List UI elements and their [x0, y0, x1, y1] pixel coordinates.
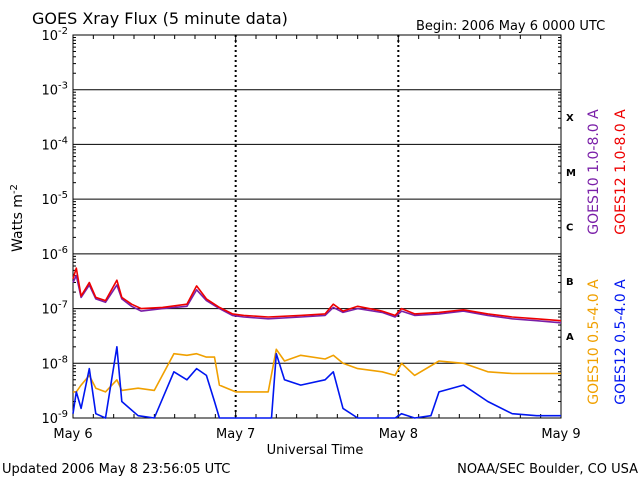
y-axis-label: Watts m-2	[9, 184, 26, 252]
y-tick-exponent: -6	[58, 245, 68, 256]
y-tick-base: 10	[41, 248, 58, 263]
y-tick-label: 10-3	[41, 81, 68, 99]
legend-entry: GOES10 0.5-4.0 A	[586, 279, 602, 405]
series-line	[72, 345, 561, 419]
legend-entry: GOES12 1.0-8.0 A	[613, 109, 629, 235]
y-tick-base: 10	[41, 29, 58, 44]
y-tick-label: 10-5	[41, 190, 68, 208]
plot-frame	[72, 34, 562, 419]
x-tick-label: May 8	[379, 427, 418, 442]
legend: GOES10 1.0-8.0 A GOES12 1.0-8.0 A GOES10 0…	[586, 109, 629, 405]
y-tick-exponent: -7	[58, 300, 68, 311]
y-tick-label: 10-6	[41, 245, 68, 263]
y-tick-label: 10-8	[41, 354, 68, 372]
flare-class-label: A	[566, 332, 574, 343]
y-axis-label-superscript: -2	[9, 184, 20, 194]
x-tick-label: May 7	[216, 427, 255, 442]
series-line	[72, 274, 562, 324]
series-line	[73, 348, 561, 393]
legend-entry: GOES12 0.5-4.0 A	[613, 279, 629, 405]
y-tick-exponent: -3	[58, 81, 68, 92]
y-tick-base: 10	[41, 138, 58, 153]
y-axis-label-text: Watts m	[10, 194, 26, 252]
updated-time: Updated 2006 May 8 23:56:05 UTC	[2, 462, 230, 477]
flare-class-label: M	[566, 168, 576, 179]
y-tick-base: 10	[41, 303, 58, 318]
credit: NOAA/SEC Boulder, CO USA	[457, 462, 638, 477]
y-tick-exponent: -9	[58, 409, 68, 420]
y-tick-base: 10	[41, 357, 58, 372]
y-tick-label: 10-9	[41, 409, 68, 427]
flare-class-label: B	[566, 277, 574, 288]
begin-time: Begin: 2006 May 6 0000 UTC	[416, 19, 605, 34]
y-tick-label: 10-4	[41, 135, 68, 153]
y-tick-base: 10	[41, 193, 58, 208]
x-axis-label: Universal Time	[267, 443, 364, 458]
y-tick-exponent: -2	[58, 26, 68, 37]
x-tick-label: May 6	[53, 427, 92, 442]
y-tick-exponent: -8	[58, 354, 68, 365]
flare-class-label: X	[566, 113, 574, 124]
series-line	[72, 267, 562, 322]
y-tick-base: 10	[41, 412, 58, 427]
chart-title: GOES Xray Flux (5 minute data)	[32, 9, 288, 28]
y-tick-label: 10-7	[41, 300, 68, 318]
flare-class-label: C	[566, 223, 573, 234]
y-tick-exponent: -5	[58, 190, 68, 201]
legend-entry: GOES10 1.0-8.0 A	[586, 109, 602, 235]
y-tick-exponent: -4	[58, 135, 68, 146]
y-tick-label: 10-2	[41, 26, 68, 44]
x-tick-label: May 9	[541, 427, 580, 442]
y-tick-base: 10	[41, 84, 58, 99]
